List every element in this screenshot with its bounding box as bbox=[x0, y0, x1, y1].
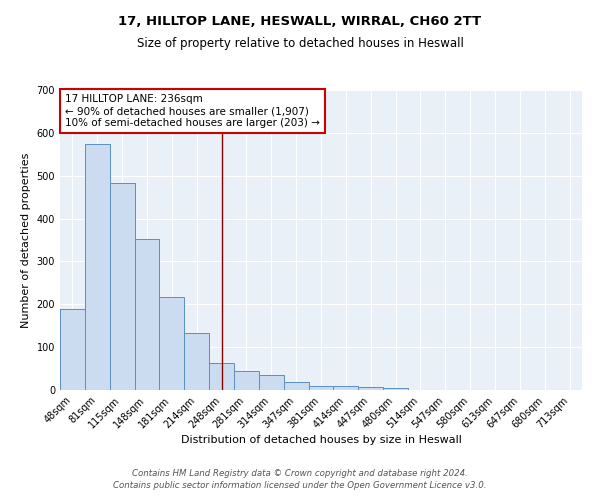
Bar bbox=[284, 382, 308, 390]
Bar bbox=[110, 183, 134, 390]
Bar bbox=[383, 388, 408, 390]
Bar bbox=[308, 386, 334, 390]
Bar bbox=[134, 239, 160, 390]
X-axis label: Distribution of detached houses by size in Heswall: Distribution of detached houses by size … bbox=[181, 436, 461, 446]
Text: Contains HM Land Registry data © Crown copyright and database right 2024.
Contai: Contains HM Land Registry data © Crown c… bbox=[113, 468, 487, 490]
Text: 17 HILLTOP LANE: 236sqm
← 90% of detached houses are smaller (1,907)
10% of semi: 17 HILLTOP LANE: 236sqm ← 90% of detache… bbox=[65, 94, 320, 128]
Bar bbox=[358, 386, 383, 390]
Bar bbox=[60, 308, 85, 390]
Bar bbox=[234, 370, 259, 390]
Text: Size of property relative to detached houses in Heswall: Size of property relative to detached ho… bbox=[137, 38, 463, 51]
Bar bbox=[259, 374, 284, 390]
Y-axis label: Number of detached properties: Number of detached properties bbox=[21, 152, 31, 328]
Bar bbox=[160, 296, 184, 390]
Text: 17, HILLTOP LANE, HESWALL, WIRRAL, CH60 2TT: 17, HILLTOP LANE, HESWALL, WIRRAL, CH60 … bbox=[118, 15, 482, 28]
Bar bbox=[209, 364, 234, 390]
Bar bbox=[85, 144, 110, 390]
Bar bbox=[184, 333, 209, 390]
Bar bbox=[334, 386, 358, 390]
